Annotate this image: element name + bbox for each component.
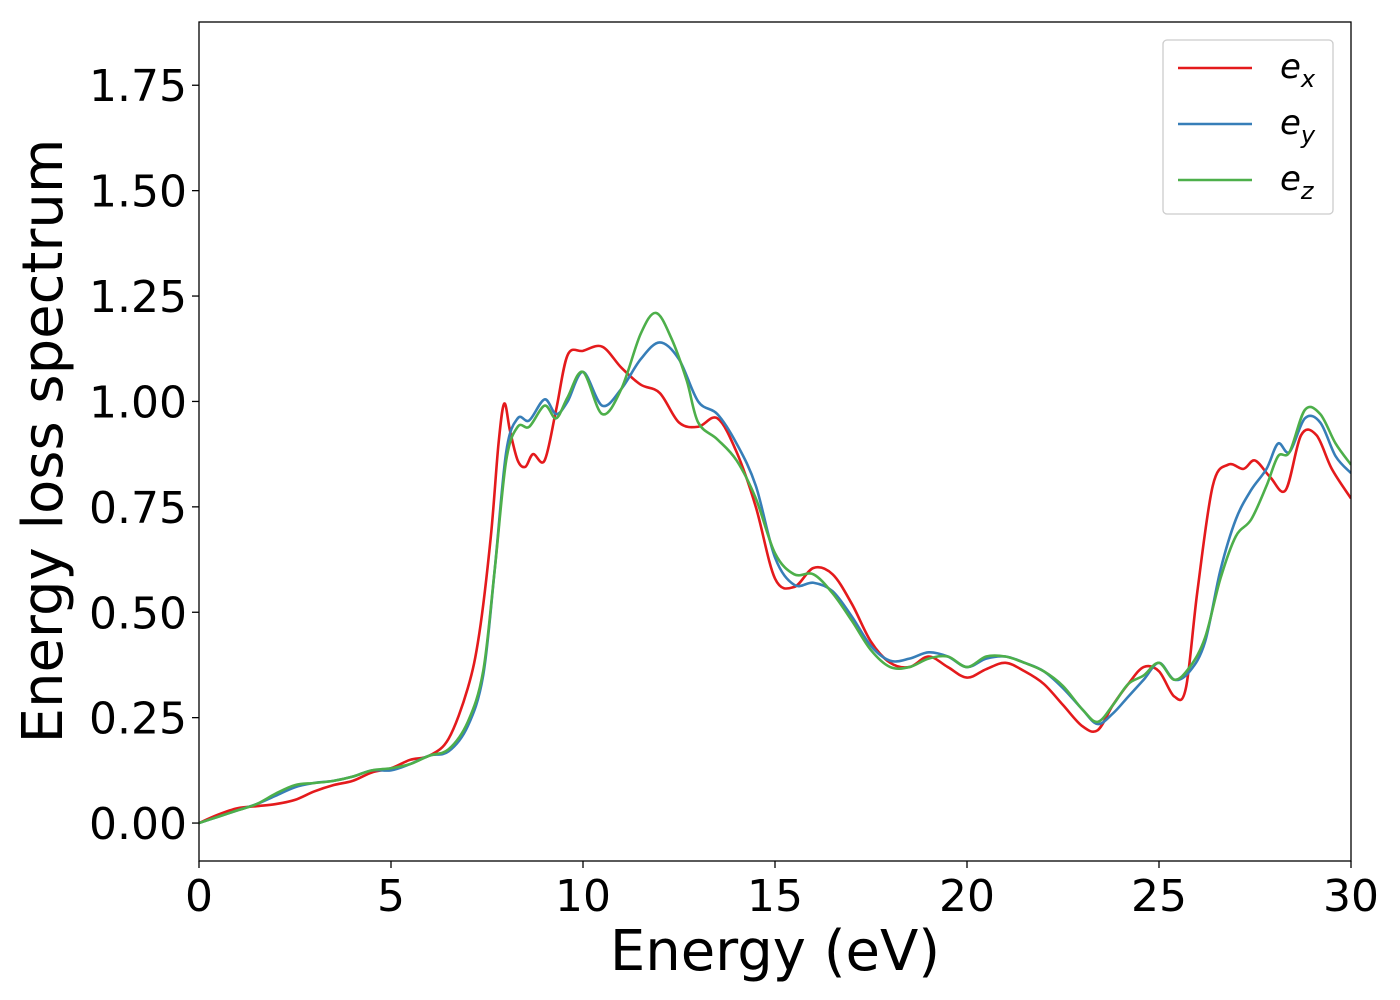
legend-label-sub: y bbox=[1300, 121, 1316, 149]
y-tick-label: 0.75 bbox=[89, 483, 187, 534]
axes-layer: 0 5 10 15 20 25 30 0.00 0.25 0.50 0.75 1.00 1.25 1.50… bbox=[89, 21, 1379, 922]
series-line-x bbox=[199, 344, 1351, 825]
series-line-y bbox=[199, 341, 1351, 825]
legend-box bbox=[1162, 39, 1334, 215]
y-tick-label: 0.25 bbox=[89, 694, 187, 745]
y-tick-label: 0.00 bbox=[89, 799, 187, 850]
series-line-z bbox=[199, 311, 1351, 825]
y-axis-title: Energy loss spectrum bbox=[11, 139, 76, 744]
y-tick-label: 1.50 bbox=[89, 167, 187, 218]
y-tick-label: 1.25 bbox=[89, 272, 187, 323]
x-tick-label: 0 bbox=[185, 871, 213, 922]
y-tick-label: 0.50 bbox=[89, 588, 187, 639]
series-layer bbox=[199, 311, 1351, 825]
x-tick-label: 30 bbox=[1323, 871, 1379, 922]
legend-label-x: ex bbox=[1280, 47, 1316, 93]
x-axis-title: Energy (eV) bbox=[610, 919, 940, 984]
legend-label-y: ey bbox=[1280, 103, 1316, 149]
legend-label-main: e bbox=[1280, 47, 1301, 87]
x-tick-label: 15 bbox=[747, 871, 803, 922]
legend-label-sub: z bbox=[1300, 177, 1315, 205]
x-tick-label: 25 bbox=[1131, 871, 1187, 922]
y-tick-label: 1.75 bbox=[89, 61, 187, 112]
x-tick-label: 10 bbox=[555, 871, 611, 922]
x-tick-label: 5 bbox=[377, 871, 405, 922]
legend-label-main: e bbox=[1280, 103, 1301, 143]
y-tick-label: 1.00 bbox=[89, 377, 187, 428]
legend-label-z: ez bbox=[1280, 159, 1315, 205]
x-tick-label: 20 bbox=[939, 871, 995, 922]
legend-label-main: e bbox=[1280, 159, 1301, 199]
legend-label-sub: x bbox=[1300, 65, 1316, 93]
